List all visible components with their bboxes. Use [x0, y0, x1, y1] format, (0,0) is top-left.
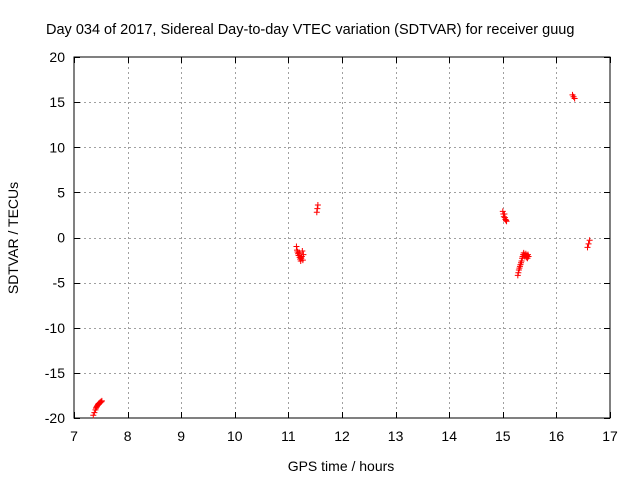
data-point: [296, 249, 303, 256]
data-point: [98, 397, 105, 404]
data-point: [314, 205, 321, 212]
x-tick-label: 8: [124, 428, 132, 444]
data-point: [300, 251, 307, 258]
data-point: [584, 244, 591, 251]
y-tick-label: -20: [45, 410, 65, 426]
data-point: [293, 243, 300, 250]
data-points: [90, 91, 593, 419]
x-tick-label: 15: [495, 428, 511, 444]
data-point: [586, 237, 593, 244]
data-point: [501, 211, 508, 218]
y-tick-label: 5: [57, 184, 65, 200]
x-tick-label: 10: [227, 428, 243, 444]
data-point: [299, 248, 306, 255]
data-point: [525, 253, 532, 260]
grid: [74, 57, 610, 418]
x-tick-label: 7: [70, 428, 78, 444]
data-point: [90, 412, 97, 419]
y-tick-label: -5: [53, 275, 66, 291]
data-point: [571, 95, 578, 102]
x-tick-label: 17: [602, 428, 618, 444]
data-point: [514, 272, 521, 279]
chart-title: Day 034 of 2017, Sidereal Day-to-day VTE…: [46, 22, 574, 38]
y-tick-label: -15: [45, 365, 65, 381]
data-point: [313, 209, 320, 216]
y-tick-label: 15: [49, 94, 65, 110]
data-point: [518, 257, 525, 264]
x-tick-label: 12: [334, 428, 350, 444]
x-tick-label: 9: [177, 428, 185, 444]
data-point: [503, 218, 510, 225]
y-tick-label: -10: [45, 320, 65, 336]
x-tick-label: 13: [388, 428, 404, 444]
x-axis-label: GPS time / hours: [288, 458, 395, 474]
y-tick-label: 10: [49, 139, 65, 155]
y-tick-label: 0: [57, 230, 65, 246]
x-tick-label: 11: [281, 428, 296, 444]
data-point: [91, 409, 98, 416]
tick-labels: 7 8 9 10 11 12 13 14 15 16 17 -20 -15 -10 -5 0 5 10 15 20: [45, 49, 618, 444]
data-point: [515, 269, 522, 276]
data-point: [585, 240, 592, 247]
x-tick-label: 14: [441, 428, 457, 444]
y-axis-label: SDTVAR / TECUs: [5, 182, 21, 294]
data-point: [98, 398, 105, 405]
data-point: [314, 202, 321, 209]
x-tick-label: 16: [549, 428, 565, 444]
data-point: [299, 257, 306, 264]
data-point: [503, 217, 510, 224]
y-tick-label: 20: [49, 49, 65, 65]
axis-ticks: [74, 57, 611, 419]
